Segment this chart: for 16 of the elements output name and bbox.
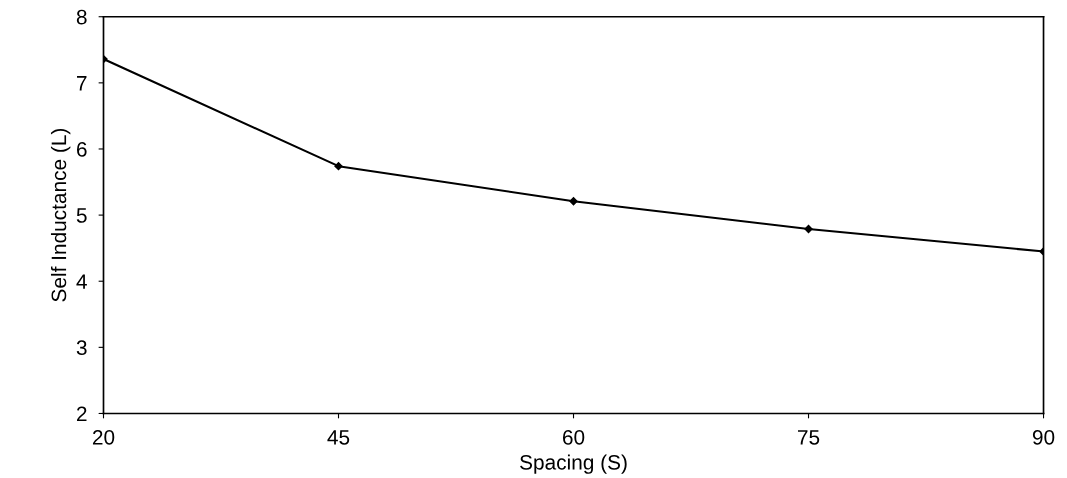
x-tick-label: 60 xyxy=(562,429,585,445)
y-tick-label: 3 xyxy=(76,340,87,356)
y-tick-label: 6 xyxy=(77,141,87,157)
point xyxy=(569,197,578,206)
point xyxy=(334,162,343,171)
y-tick-label: 7 xyxy=(77,76,87,91)
x-tick-label: 20 xyxy=(92,429,115,445)
y-tick-label: 8 xyxy=(76,9,87,25)
x-tick-label: 45 xyxy=(327,430,350,445)
y-tick-label: 4 xyxy=(76,274,87,289)
y-tick-label: 5 xyxy=(76,208,87,223)
x-axis-title: Spacing (S) xyxy=(520,454,627,474)
x-tick-label: 90 xyxy=(1032,429,1055,445)
y-axis-title: Self Inductance (L) xyxy=(50,128,71,302)
y-tick-label: 2 xyxy=(76,406,87,422)
x-tick-label: 75 xyxy=(798,430,820,445)
